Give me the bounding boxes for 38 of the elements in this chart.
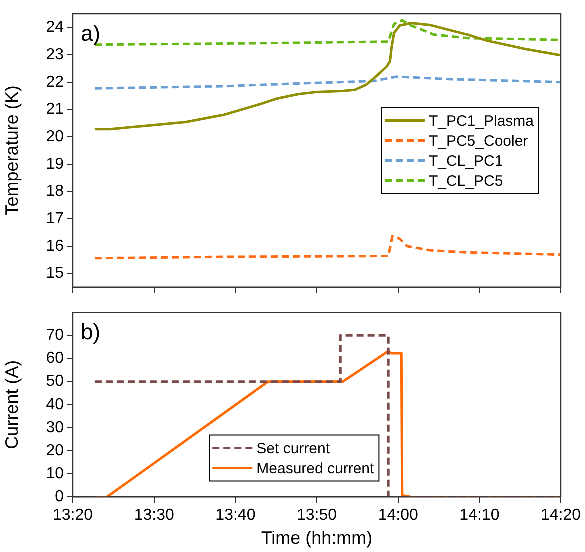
x-tick-label: 13:40 bbox=[216, 507, 256, 524]
y-tick-label: 17 bbox=[46, 210, 64, 228]
x-tick-label: 14:10 bbox=[460, 507, 500, 524]
legend-label: T_PC5_Cooler bbox=[428, 132, 528, 150]
y-tick-label: 19 bbox=[46, 156, 64, 173]
legend-label: Set current bbox=[256, 440, 331, 458]
y-tick-label: 23 bbox=[46, 46, 64, 64]
y-tick-label: 20 bbox=[46, 442, 64, 460]
x-tick-label: 13:20 bbox=[52, 507, 94, 524]
line-series bbox=[94, 76, 561, 90]
y-axis-title: Current (A) bbox=[2, 360, 22, 450]
x-tick-label: 14:20 bbox=[540, 507, 582, 524]
legend-label: T_CL_PC5 bbox=[428, 172, 504, 190]
legend-label: T_CL_PC1 bbox=[428, 152, 504, 170]
y-tick-label: 50 bbox=[46, 373, 64, 390]
x-tick-label: 14:00 bbox=[378, 507, 418, 524]
y-tick-label: 21 bbox=[46, 101, 64, 118]
y-tick-label: 70 bbox=[46, 327, 64, 344]
legend-label: Measured current bbox=[256, 460, 376, 478]
y-tick-label: 30 bbox=[46, 419, 64, 436]
y-tick-label: 22 bbox=[46, 74, 64, 91]
y-tick-label: 18 bbox=[46, 183, 64, 200]
legend-label: T_PC1_Plasma bbox=[428, 112, 535, 130]
y-tick-label: 16 bbox=[46, 238, 64, 255]
y-tick-label: 40 bbox=[46, 396, 64, 414]
y-tick-label: 20 bbox=[46, 128, 64, 146]
y-tick-label: 60 bbox=[46, 350, 64, 368]
line-series bbox=[94, 235, 561, 260]
y-tick-label: 24 bbox=[46, 19, 64, 36]
y-tick-label: 0 bbox=[55, 488, 64, 506]
y-tick-label: 10 bbox=[46, 466, 64, 483]
annotation: a) bbox=[81, 21, 101, 46]
x-tick-label: 13:50 bbox=[296, 507, 338, 524]
x-tick-label: 13:30 bbox=[134, 507, 174, 524]
y-axis-title: Temperature (K) bbox=[2, 86, 22, 216]
annotation: b) bbox=[81, 320, 101, 345]
x-axis-title: Time (hh:mm) bbox=[261, 528, 373, 548]
y-tick-label: 15 bbox=[46, 265, 64, 282]
